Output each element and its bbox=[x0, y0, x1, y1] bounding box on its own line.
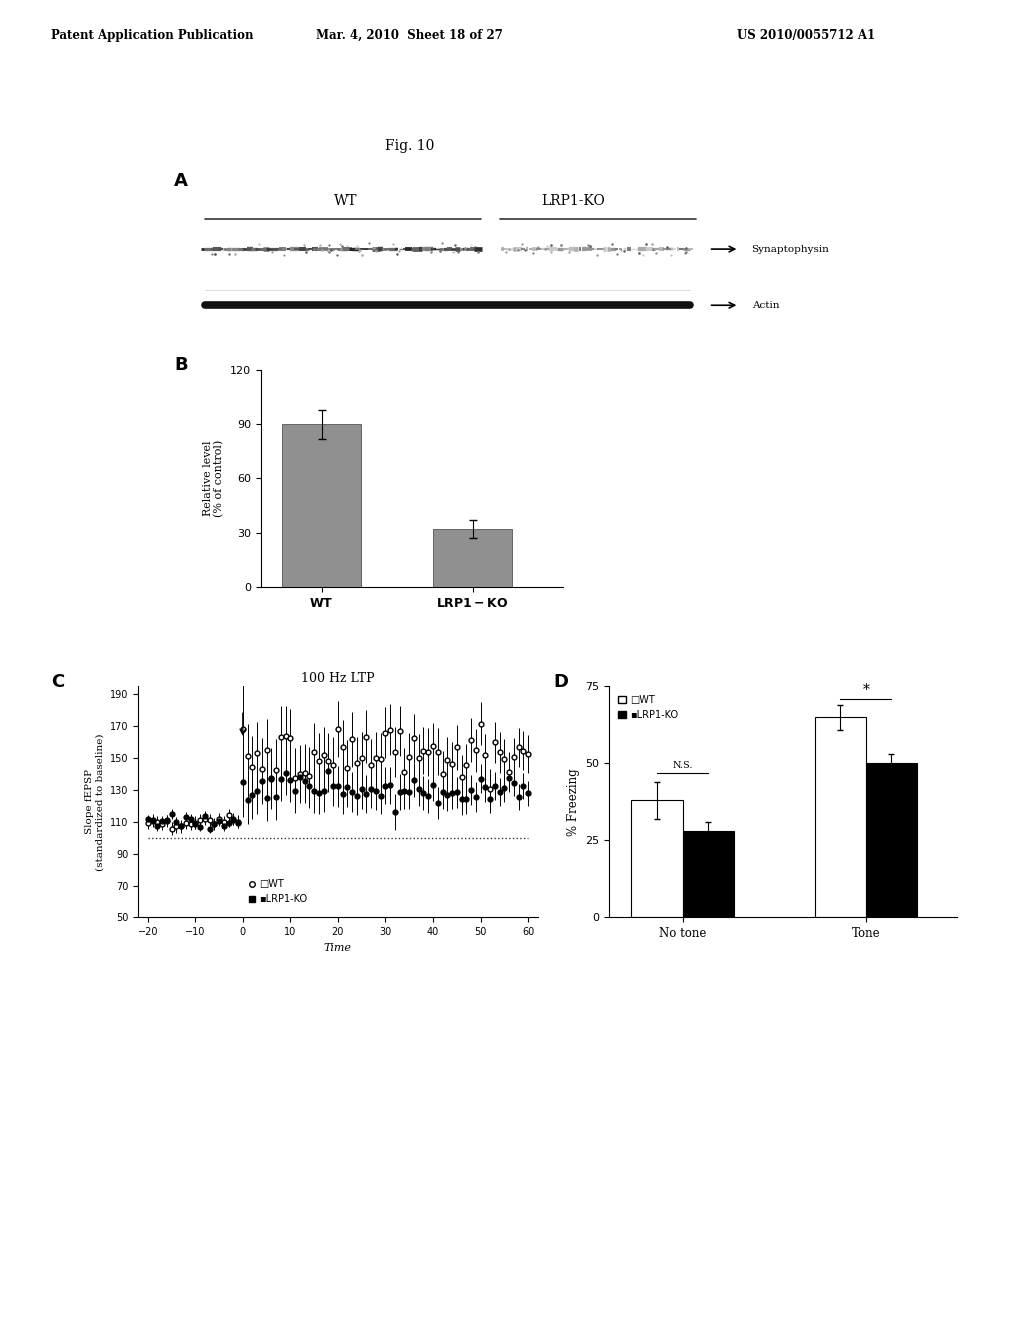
Bar bbox=[683, 832, 734, 917]
Text: C: C bbox=[51, 673, 65, 692]
Text: Fig. 10: Fig. 10 bbox=[385, 139, 434, 153]
Text: Actin: Actin bbox=[752, 301, 779, 310]
X-axis label: Time: Time bbox=[324, 942, 352, 953]
Bar bbox=[814, 717, 866, 917]
Text: D: D bbox=[553, 673, 568, 692]
Text: LRP1-KO: LRP1-KO bbox=[542, 194, 605, 209]
Bar bbox=[283, 424, 360, 587]
Bar bbox=[433, 529, 512, 587]
Text: N.S.: N.S. bbox=[673, 760, 693, 770]
Text: Synaptophysin: Synaptophysin bbox=[752, 244, 829, 253]
Y-axis label: Relative level
(% of control): Relative level (% of control) bbox=[203, 440, 224, 517]
Y-axis label: Slope fEPSP
(standardized to baseline): Slope fEPSP (standardized to baseline) bbox=[85, 733, 104, 871]
Text: B: B bbox=[174, 356, 187, 375]
Legend: □WT, ▪LRP1-KO: □WT, ▪LRP1-KO bbox=[245, 875, 311, 908]
Text: US 2010/0055712 A1: US 2010/0055712 A1 bbox=[737, 29, 876, 42]
Text: Mar. 4, 2010  Sheet 18 of 27: Mar. 4, 2010 Sheet 18 of 27 bbox=[316, 29, 503, 42]
Bar bbox=[631, 800, 683, 917]
Text: *: * bbox=[862, 684, 869, 697]
Bar bbox=[866, 763, 918, 917]
Text: WT: WT bbox=[335, 194, 357, 209]
Title: 100 Hz LTP: 100 Hz LTP bbox=[301, 672, 375, 685]
Y-axis label: % Freezing: % Freezing bbox=[567, 768, 580, 836]
Text: Patent Application Publication: Patent Application Publication bbox=[51, 29, 254, 42]
Text: A: A bbox=[174, 172, 188, 190]
Legend: □WT, ▪LRP1-KO: □WT, ▪LRP1-KO bbox=[614, 692, 682, 723]
